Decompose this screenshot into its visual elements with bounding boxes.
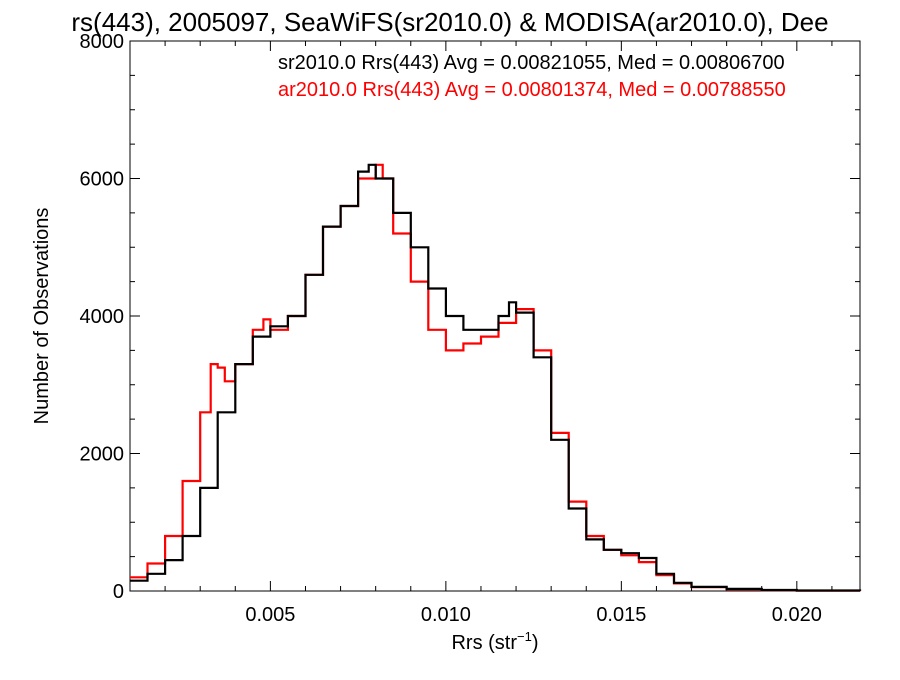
chart-title: rs(443), 2005097, SeaWiFS(sr2010.0) & MO… — [71, 7, 828, 37]
series-line-ar2010.0 — [130, 163, 862, 592]
axis-ticks: 0.005 0.010 0.015 0.020 0 2000 4000 6000 8000 — [80, 31, 860, 626]
legend-entry-ar2010: ar2010.0 Rrs(443) Avg = 0.00801374, Med … — [278, 79, 786, 101]
x-tick-label: 0.010 — [421, 604, 471, 626]
y-tick-label: 8000 — [80, 31, 125, 53]
y-axis-label: Number of Observations — [31, 208, 53, 425]
x-axis-label: Rrs (str−1) — [451, 629, 538, 654]
x-tick-label: 0.020 — [772, 604, 822, 626]
x-tick-label: 0.015 — [596, 604, 646, 626]
series-layer — [130, 163, 862, 592]
y-tick-label: 0 — [113, 581, 124, 603]
y-tick-label: 4000 — [80, 306, 125, 328]
series-line-sr2010.0 — [130, 163, 862, 592]
y-tick-label: 6000 — [80, 169, 125, 191]
x-axis-label-main: Rrs (str — [451, 632, 517, 654]
legend-entry-sr2010: sr2010.0 Rrs(443) Avg = 0.00821055, Med … — [278, 52, 785, 74]
x-axis-label-close: ) — [532, 632, 539, 654]
x-tick-label: 0.005 — [245, 604, 295, 626]
y-tick-label: 2000 — [80, 444, 125, 466]
plot-frame — [129, 40, 861, 592]
x-axis-label-superscript: −1 — [517, 629, 532, 644]
